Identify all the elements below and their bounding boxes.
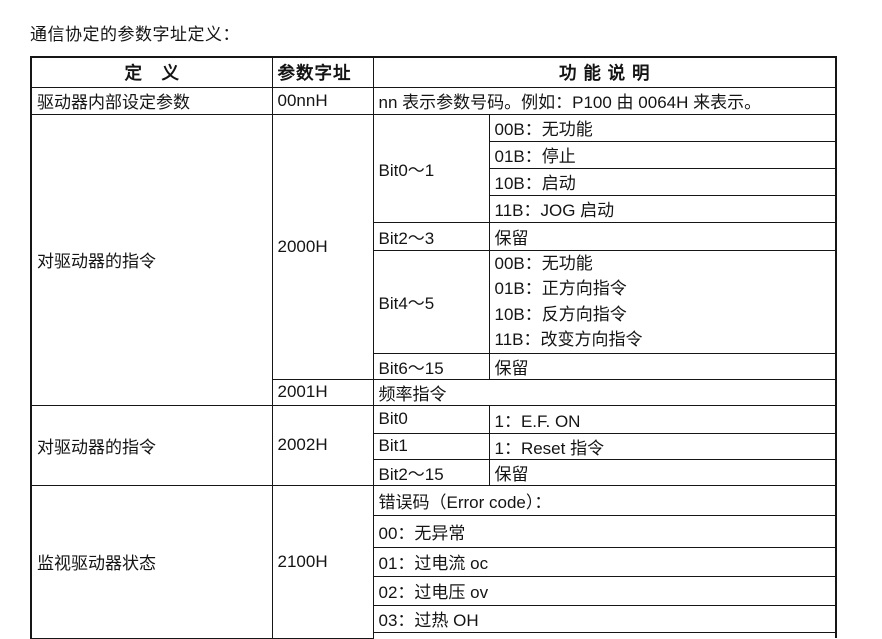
table-row-2100-err0: 00：无异常: [31, 514, 837, 548]
parameter-address-table: 定 义 参数字址 功 能 说 明 驱动器内部设定参数 00nnH nn 表示参数…: [30, 56, 837, 639]
header-address: 参数字址: [271, 56, 374, 88]
cell-2100-err3: 03：过热 OH: [372, 604, 837, 633]
table-row-2002-bit0: 对驱动器的指令 2002H Bit0 1：E.F. ON: [30, 404, 837, 486]
cell-2002-bit1-value: 1：Reset 指令: [488, 432, 837, 460]
cell-00nn-description: nn 表示参数号码。例如：P100 由 0064H 来表示。: [372, 86, 837, 115]
cell-2002-bit0-label: Bit0: [372, 404, 490, 434]
header-description: 功 能 说 明: [372, 56, 837, 88]
table-row-2000-bit23: Bit2～3 保留: [31, 221, 837, 251]
table-row-2000-bit01-a: 对驱动器的指令 2000H Bit0～1 00B：无功能: [30, 113, 837, 406]
cell-2100-address: 2100H: [271, 484, 374, 639]
cell-2000-bit45-values: 00B：无功能 01B：正方向指令 10B：反方向指令 11B：改变方向指令: [488, 249, 837, 354]
cell-2000-bit615-label: Bit6～15: [372, 352, 490, 380]
bit45-line-2: 10B：反方向指令: [494, 304, 627, 324]
table-row-2000-bit45: Bit4～5 00B：无功能 01B：正方向指令 10B：反方向指令 11B：改…: [31, 249, 837, 354]
table-row-2100-err1: 01：过电流 oc: [31, 546, 837, 577]
cell-2000-bit01-v3: 11B：JOG 启动: [488, 194, 837, 223]
table-row-2100-err3: 03：过热 OH: [31, 604, 837, 633]
table-header-row: 定 义 参数字址 功 能 说 明: [30, 56, 837, 88]
cell-2001-description: 频率指令: [372, 378, 837, 406]
cell-00nn-definition: 驱动器内部设定参数: [30, 86, 273, 115]
cell-2002-bit1-label: Bit1: [372, 432, 490, 460]
cell-2001-address: 2001H: [271, 378, 374, 406]
cell-partial-cutoff: [372, 631, 837, 638]
bit45-line-0: 00B：无功能: [494, 253, 593, 273]
cell-2002-address: 2002H: [271, 404, 374, 486]
cell-2002-bit215-label: Bit2～15: [372, 458, 490, 486]
bit45-line-1: 01B：正方向指令: [494, 279, 627, 298]
table-row-2000-bit01-b: 01B：停止: [31, 140, 837, 169]
cell-2000-address: 2000H: [271, 113, 374, 380]
table-row-2000-bit01-c: 10B：启动: [31, 167, 837, 196]
cell-2100-err1: 01：过电流 oc: [372, 546, 837, 577]
cell-2000-bit01-v0: 00B：无功能: [488, 113, 837, 142]
bit45-line-3: 11B：改变方向指令: [494, 330, 643, 349]
cell-2002-bit215-value: 保留: [488, 458, 837, 486]
cell-2000-bit615-value: 保留: [488, 352, 837, 380]
cell-2002-definition: 对驱动器的指令: [30, 404, 273, 486]
table-row-2002-bit215: Bit2～15 保留: [31, 458, 837, 486]
cell-2000-bit01-label: Bit0～1: [372, 113, 490, 223]
cell-2100-err0: 00：无异常: [372, 514, 837, 548]
cell-2100-error-header: 错误码（Error code）：: [372, 484, 837, 516]
cell-2000-bit01-v1: 01B：停止: [488, 140, 837, 169]
cell-2000-definition: 对驱动器的指令: [30, 113, 273, 406]
table-row-2100-err2: 02：过电压 ov: [31, 575, 837, 606]
table-row-2100-header: 监视驱动器状态 2100H 错误码（Error code）：: [30, 484, 837, 639]
cell-2100-definition: 监视驱动器状态: [30, 484, 273, 639]
cell-2000-bit01-v2: 10B：启动: [488, 167, 837, 196]
table-row-2001: 2001H 频率指令: [31, 378, 837, 406]
cell-2100-err2: 02：过电压 ov: [372, 575, 837, 606]
table-row-2000-bit615: Bit6～15 保留: [31, 352, 837, 380]
table-row-2002-bit1: Bit1 1：Reset 指令: [31, 432, 837, 460]
cell-2000-bit45-label: Bit4～5: [372, 249, 490, 354]
table-row-00nn: 驱动器内部设定参数 00nnH nn 表示参数号码。例如：P100 由 0064…: [30, 86, 837, 115]
cell-00nn-address: 00nnH: [271, 86, 374, 115]
cell-2000-bit23-label: Bit2～3: [372, 221, 490, 251]
cell-2002-bit0-value: 1：E.F. ON: [488, 404, 837, 434]
page-title: 通信协定的参数字址定义：: [30, 25, 240, 44]
header-definition: 定 义: [30, 56, 273, 88]
cell-2000-bit23-value: 保留: [488, 221, 837, 251]
